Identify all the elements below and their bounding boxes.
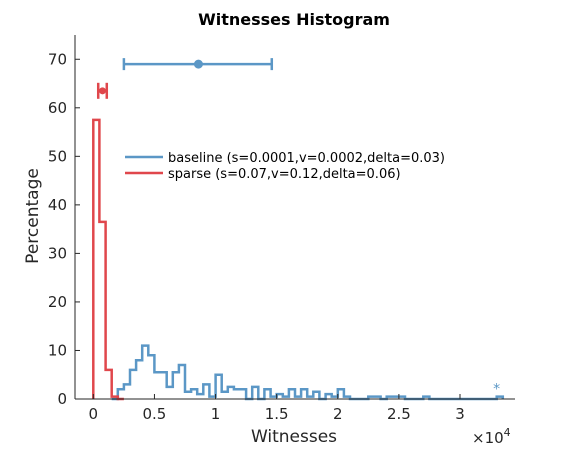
legend-label-0: baseline (s=0.0001,v=0.0002,delta=0.03) bbox=[168, 151, 445, 166]
x-tick-label: 3 bbox=[455, 405, 465, 423]
x-multiplier-base: ×10 bbox=[472, 429, 504, 447]
outlier-marker-0: * bbox=[493, 381, 500, 397]
y-tick-label: 70 bbox=[48, 50, 67, 68]
x-axis-label: Witnesses bbox=[251, 427, 337, 447]
y-axis-label: Percentage bbox=[23, 168, 43, 264]
legend-label-1: sparse (s=0.07,v=0.12,delta=0.06) bbox=[168, 167, 401, 182]
mean-marker-1 bbox=[99, 87, 106, 95]
x-tick-label: 2.5 bbox=[387, 405, 411, 423]
x-tick-label: 2 bbox=[333, 405, 343, 423]
x-tick-label: 1 bbox=[211, 405, 221, 423]
x-axis-multiplier: ×104 bbox=[472, 426, 511, 447]
x-multiplier-exponent: 4 bbox=[504, 426, 511, 439]
y-tick-label: 40 bbox=[48, 196, 67, 214]
errorbar-layer: * bbox=[96, 58, 500, 397]
histogram-series-1 bbox=[92, 118, 124, 401]
chart-title: Witnesses Histogram bbox=[198, 10, 390, 29]
y-tick-label: 60 bbox=[48, 99, 67, 117]
y-tick-label: 50 bbox=[48, 147, 67, 165]
x-tick-label: 1.5 bbox=[265, 405, 289, 423]
x-tick-label: 0.5 bbox=[143, 405, 167, 423]
legend: baseline (s=0.0001,v=0.0002,delta=0.03)s… bbox=[125, 151, 445, 182]
y-tick-label: 0 bbox=[57, 390, 67, 408]
y-tick-label: 10 bbox=[48, 341, 67, 359]
mean-marker-0 bbox=[193, 59, 203, 69]
x-tick-label: 0 bbox=[89, 405, 99, 423]
y-tick-label: 20 bbox=[48, 293, 67, 311]
histogram-series-0 bbox=[111, 344, 505, 401]
y-tick-label: 30 bbox=[48, 244, 67, 262]
